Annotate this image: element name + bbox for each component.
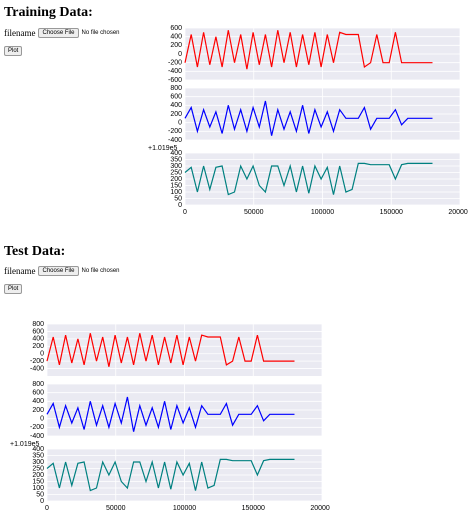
y-tick-label: -200 bbox=[168, 60, 182, 67]
plot-button[interactable]: Plot bbox=[4, 46, 23, 56]
data-line bbox=[46, 333, 295, 367]
y-tick-label: -200 bbox=[30, 358, 44, 365]
y-tick-label: 150 bbox=[170, 182, 182, 189]
label: filename bbox=[4, 266, 36, 276]
y-tick-label: 600 bbox=[32, 390, 44, 397]
chart: -600-400-2000200400600-400-2000200400600… bbox=[148, 25, 468, 216]
x-tick-label: 100000 bbox=[311, 209, 334, 216]
data-line bbox=[46, 396, 295, 432]
x-tick-label: 150000 bbox=[380, 209, 403, 216]
y-tick-label: 250 bbox=[170, 169, 182, 176]
file-row: filename Choose File No file chosen bbox=[4, 28, 120, 38]
y-tick-label: 50 bbox=[36, 491, 44, 498]
y-tick-label: 600 bbox=[32, 328, 44, 335]
y-tick-label: 200 bbox=[32, 343, 44, 350]
x-tick-label: 100000 bbox=[173, 505, 196, 512]
y-tick-label: -400 bbox=[168, 137, 182, 144]
y-tick-label: 600 bbox=[170, 25, 182, 32]
y-tick-label: 400 bbox=[170, 34, 182, 41]
data-line bbox=[184, 30, 433, 70]
y-tick-label: 50 bbox=[174, 195, 182, 202]
y-tick-label: -400 bbox=[168, 68, 182, 75]
data-line bbox=[46, 458, 295, 492]
y-tick-label: 800 bbox=[32, 381, 44, 388]
plot-button[interactable]: Plot bbox=[4, 284, 23, 294]
y-tick-label: 400 bbox=[170, 102, 182, 109]
y-tick-label: 300 bbox=[32, 459, 44, 466]
choose-file[interactable]: Choose File bbox=[38, 266, 79, 276]
y-tick-label: 200 bbox=[32, 407, 44, 414]
y-tick-label: 100 bbox=[170, 189, 182, 196]
y-tick-label: 0 bbox=[178, 120, 182, 127]
y-tick-label: -600 bbox=[168, 77, 182, 84]
y-tick-label: 600 bbox=[170, 94, 182, 101]
y-tick-label: 300 bbox=[170, 163, 182, 170]
x-tick-label: 200000 bbox=[448, 209, 468, 216]
test-section: Test Data: filename Choose File No file … bbox=[4, 244, 330, 512]
y-tick-label: -400 bbox=[30, 365, 44, 372]
y-tick-label: 0 bbox=[178, 202, 182, 209]
x-tick-label: 0 bbox=[183, 209, 187, 216]
y-tick-label: 400 bbox=[170, 150, 182, 157]
x-tick-label: 50000 bbox=[106, 505, 126, 512]
y-tick-label: 0 bbox=[40, 351, 44, 358]
y-tick-label: 250 bbox=[32, 465, 44, 472]
y-tick-label: 100 bbox=[32, 485, 44, 492]
y-tick-label: -400 bbox=[30, 433, 44, 440]
file-row: filename Choose File No file chosen bbox=[4, 266, 120, 276]
offset-text: +1.019e5 bbox=[10, 441, 39, 448]
x-tick-label: 150000 bbox=[242, 505, 265, 512]
y-tick-label: 400 bbox=[32, 398, 44, 405]
y-tick-label: 0 bbox=[40, 416, 44, 423]
y-tick-label: 200 bbox=[170, 176, 182, 183]
data-line bbox=[184, 100, 433, 136]
training-section: Training Data: filename Choose File No f… bbox=[4, 5, 468, 216]
offset-text: +1.019e5 bbox=[148, 145, 177, 152]
label: filename bbox=[4, 28, 36, 38]
y-tick-label: 350 bbox=[32, 452, 44, 459]
y-tick-label: 800 bbox=[32, 321, 44, 328]
x-tick-label: 50000 bbox=[244, 209, 264, 216]
data-line bbox=[184, 162, 433, 196]
heading: Training Data: bbox=[4, 5, 93, 20]
y-tick-label: 800 bbox=[170, 85, 182, 92]
no-file: No file chosen bbox=[81, 30, 120, 36]
y-tick-label: 200 bbox=[32, 472, 44, 479]
y-tick-label: 400 bbox=[32, 336, 44, 343]
y-tick-label: 0 bbox=[178, 51, 182, 58]
no-file: No file chosen bbox=[81, 268, 120, 274]
choose-file[interactable]: Choose File bbox=[38, 28, 79, 38]
y-tick-label: -200 bbox=[30, 424, 44, 431]
y-tick-label: 150 bbox=[32, 478, 44, 485]
y-tick-label: 0 bbox=[40, 498, 44, 505]
heading: Test Data: bbox=[4, 244, 66, 259]
x-tick-label: 0 bbox=[45, 505, 49, 512]
x-tick-label: 200000 bbox=[310, 505, 330, 512]
y-tick-label: 400 bbox=[32, 446, 44, 453]
y-tick-label: 200 bbox=[170, 42, 182, 49]
chart: -400-2000200400600800-400-20002004006008… bbox=[10, 321, 330, 512]
y-tick-label: 200 bbox=[170, 111, 182, 118]
y-tick-label: 350 bbox=[170, 156, 182, 163]
y-tick-label: -200 bbox=[168, 128, 182, 135]
